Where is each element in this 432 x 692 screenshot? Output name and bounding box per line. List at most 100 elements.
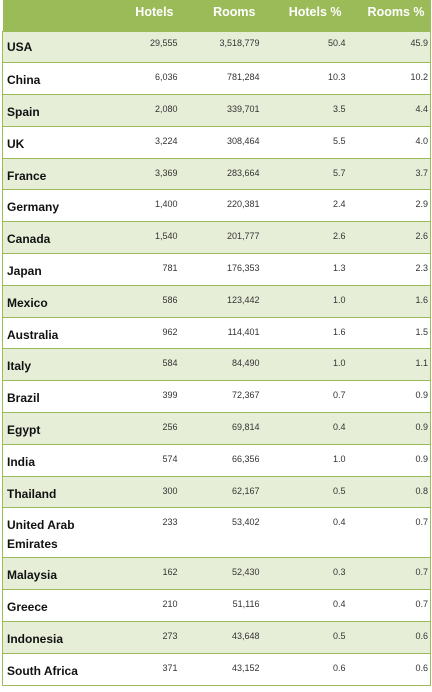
- hotels-pct-cell: 0.4: [261, 589, 348, 623]
- hotels-pct-cell: 1.0: [261, 348, 348, 382]
- rooms-pct-cell: 2.3: [347, 253, 431, 286]
- rooms-pct-cell: 1.1: [347, 348, 431, 382]
- rooms-cell: 62,167: [179, 475, 262, 509]
- rooms-cell: 72,367: [179, 380, 262, 414]
- table-row: Australia 962 114,401 1.6 1.5: [2, 316, 431, 350]
- rooms-pct-cell: 0.7: [347, 589, 431, 623]
- hotels-pct-cell: 5.5: [261, 125, 348, 159]
- hotels-pct-cell: 0.4: [261, 507, 348, 559]
- rooms-pct-cell: 0.8: [347, 475, 431, 509]
- table-row: Germany 1,400 220,381 2.4 2.9: [2, 189, 431, 223]
- hotels-pct-cell: 0.5: [261, 621, 348, 654]
- table-header: Hotels Rooms Hotels % Rooms %: [2, 0, 431, 31]
- rooms-cell: 339,701: [179, 94, 262, 127]
- table-row: Spain 2,080 339,701 3.5 4.4: [2, 94, 431, 127]
- header-row: Hotels Rooms Hotels % Rooms %: [2, 0, 431, 31]
- rooms-cell: 43,152: [179, 652, 262, 686]
- header-country: [3, 0, 109, 31]
- hotels-pct-cell: 50.4: [261, 30, 348, 64]
- rooms-pct-cell: 4.0: [347, 125, 431, 159]
- rooms-pct-cell: 1.5: [347, 316, 431, 350]
- hotels-pct-cell: 10.3: [261, 62, 348, 96]
- country-cell: Indonesia: [2, 621, 109, 654]
- hotels-cell: 233: [108, 507, 180, 559]
- rooms-pct-cell: 2.9: [347, 189, 431, 223]
- hotels-cell: 399: [108, 380, 180, 414]
- country-cell: Mexico: [2, 284, 109, 318]
- table-row: China 6,036 781,284 10.3 10.2: [2, 62, 431, 96]
- hotels-pct-cell: 0.4: [261, 412, 348, 445]
- hotels-cell: 781: [108, 253, 180, 286]
- header-hotels-pct: Hotels %: [288, 5, 342, 19]
- country-cell: Egypt: [2, 412, 109, 445]
- country-cell: Brazil: [2, 380, 109, 414]
- table-row: Mexico 586 123,442 1.0 1.6: [2, 284, 431, 318]
- header-rooms: Rooms: [213, 5, 256, 19]
- hotels-cell: 584: [108, 348, 180, 382]
- hotels-cell: 162: [108, 557, 180, 591]
- rooms-pct-cell: 45.9: [347, 30, 431, 64]
- hotels-pct-cell: 1.3: [261, 253, 348, 286]
- table-row: UK 3,224 308,464 5.5 4.0: [2, 125, 431, 159]
- rooms-pct-cell: 3.7: [347, 157, 431, 191]
- hotels-cell: 1,540: [108, 221, 180, 255]
- table-row: India 574 66,356 1.0 0.9: [2, 443, 431, 477]
- hotels-cell: 300: [108, 475, 180, 509]
- rooms-pct-cell: 0.6: [347, 621, 431, 654]
- table-row: USA 29,555 3,518,779 50.4 45.9: [2, 30, 431, 64]
- hotels-cell: 962: [108, 316, 180, 350]
- table-row: Thailand 300 62,167 0.5 0.8: [2, 475, 431, 509]
- table-row: Canada 1,540 201,777 2.6 2.6: [2, 221, 431, 255]
- header-hotels: Hotels: [135, 5, 174, 19]
- country-cell: Canada: [2, 221, 109, 255]
- country-cell: India: [2, 443, 109, 477]
- rooms-cell: 308,464: [179, 125, 262, 159]
- country-cell: Australia: [2, 316, 109, 350]
- hotels-pct-cell: 0.6: [261, 652, 348, 686]
- rooms-pct-cell: 0.6: [347, 652, 431, 686]
- rooms-cell: 176,353: [179, 253, 262, 286]
- rooms-cell: 781,284: [179, 62, 262, 96]
- country-cell: China: [2, 62, 109, 96]
- table-row: Indonesia 273 43,648 0.5 0.6: [2, 621, 431, 654]
- hotels-cell: 574: [108, 443, 180, 477]
- hotels-pct-cell: 2.4: [261, 189, 348, 223]
- country-cell: Thailand: [2, 475, 109, 509]
- table-row: Malaysia 162 52,430 0.3 0.7: [2, 557, 431, 591]
- rooms-cell: 123,442: [179, 284, 262, 318]
- rooms-pct-cell: 0.9: [347, 412, 431, 445]
- hotels-cell: 3,369: [108, 157, 180, 191]
- country-cell: United Arab Emirates: [2, 507, 109, 559]
- rooms-pct-cell: 2.6: [347, 221, 431, 255]
- hotels-cell: 586: [108, 284, 180, 318]
- hotels-cell: 3,224: [108, 125, 180, 159]
- rooms-cell: 84,490: [179, 348, 262, 382]
- hotels-cell: 29,555: [108, 30, 180, 64]
- rooms-pct-cell: 1.6: [347, 284, 431, 318]
- rooms-pct-cell: 0.9: [347, 443, 431, 477]
- rooms-cell: 220,381: [179, 189, 262, 223]
- rooms-cell: 52,430: [179, 557, 262, 591]
- table-row: South Africa 371 43,152 0.6 0.6: [2, 652, 431, 686]
- rooms-cell: 114,401: [179, 316, 262, 350]
- country-cell: Italy: [2, 348, 109, 382]
- table-body: USA 29,555 3,518,779 50.4 45.9 China 6,036 781,…: [2, 30, 431, 686]
- rooms-cell: 3,518,779: [179, 30, 262, 64]
- rooms-pct-cell: 0.7: [347, 557, 431, 591]
- hotels-cell: 273: [108, 621, 180, 654]
- hotels-pct-cell: 0.3: [261, 557, 348, 591]
- country-cell: Japan: [2, 253, 109, 286]
- table-row: Italy 584 84,490 1.0 1.1: [2, 348, 431, 382]
- hotels-cell: 2,080: [108, 94, 180, 127]
- hotels-cell: 6,036: [108, 62, 180, 96]
- hotels-pct-cell: 1.0: [261, 284, 348, 318]
- country-cell: South Africa: [2, 652, 109, 686]
- hotels-pct-cell: 0.7: [261, 380, 348, 414]
- country-cell: France: [2, 157, 109, 191]
- rooms-cell: 53,402: [179, 507, 262, 559]
- table-row: Greece 210 51,116 0.4 0.7: [2, 589, 431, 623]
- rooms-pct-cell: 10.2: [347, 62, 431, 96]
- rooms-cell: 201,777: [179, 221, 262, 255]
